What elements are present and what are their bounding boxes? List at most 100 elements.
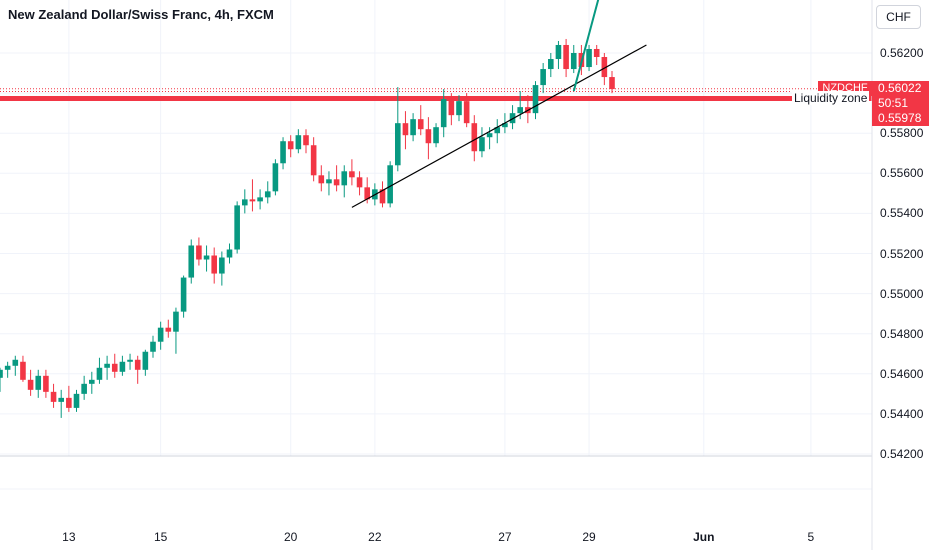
x-tick-label: 20: [284, 530, 298, 544]
candle: [211, 247, 217, 284]
candle: [318, 165, 325, 192]
candle-body: [395, 123, 401, 166]
candle: [532, 81, 539, 120]
liquidity-zone-band: [0, 96, 872, 101]
candle: [425, 117, 432, 160]
candle: [563, 38, 569, 78]
last-price-tag: 0.56022 50:51: [872, 81, 929, 112]
candle-body: [173, 311, 179, 332]
candle-body: [66, 397, 72, 408]
candle-body: [517, 107, 523, 114]
candle-body: [127, 359, 133, 362]
candle-body: [570, 53, 577, 70]
candle-body: [219, 257, 225, 274]
candle-body: [165, 327, 172, 332]
candle-body: [601, 57, 608, 78]
x-tick-label: 27: [498, 530, 512, 544]
candle: [142, 349, 149, 376]
currency-button[interactable]: CHF: [876, 5, 921, 29]
candle: [257, 189, 263, 210]
candle-body: [364, 187, 370, 200]
candle-body: [548, 59, 554, 70]
candle: [479, 127, 485, 158]
zone-price-tag: 0.55978: [872, 111, 929, 126]
y-tick-label: 0.54600: [880, 366, 924, 381]
candle-body: [134, 359, 141, 370]
candle: [20, 355, 26, 382]
candle: [417, 105, 424, 136]
candle-body: [555, 44, 562, 60]
candle: [50, 383, 57, 408]
grid: [0, 0, 872, 490]
candle-body: [27, 379, 34, 390]
candle: [111, 353, 118, 378]
candle: [341, 165, 348, 198]
candle-body: [20, 361, 26, 380]
y-tick-label: 0.56200: [880, 46, 924, 60]
candle: [242, 189, 248, 214]
candle: [89, 371, 95, 394]
x-tick-label: 15: [153, 530, 168, 544]
candle: [43, 369, 49, 398]
y-tick-label: 0.54800: [880, 326, 924, 341]
candle: [104, 355, 110, 380]
candle: [35, 369, 42, 398]
candle-body: [318, 175, 325, 184]
candle-body: [448, 99, 455, 116]
candle-body: [73, 393, 80, 408]
candle: [280, 137, 286, 170]
candle-body: [402, 123, 409, 136]
candle-body: [12, 359, 19, 366]
candle: [356, 171, 363, 196]
candle-body: [502, 123, 508, 128]
candle-body: [593, 48, 600, 58]
y-tick-label: 0.54200: [880, 447, 924, 461]
candle: [287, 135, 294, 158]
candle: [609, 71, 615, 94]
candle-body: [242, 199, 248, 206]
candle-body: [257, 197, 263, 202]
candle: [219, 251, 225, 286]
y-tick-label: 0.55400: [880, 206, 924, 221]
candle-body: [341, 171, 348, 186]
candle: [150, 335, 156, 358]
y-tick-label: 0.55800: [880, 126, 924, 141]
candle: [586, 44, 592, 72]
candle-body: [50, 391, 57, 402]
candle-body: [609, 77, 615, 90]
candle-body: [349, 171, 355, 178]
candle: [433, 123, 439, 148]
candle: [119, 355, 126, 376]
candle: [264, 181, 271, 204]
candle-body: [58, 397, 64, 402]
candle-body: [280, 141, 286, 164]
candle-body: [387, 165, 393, 204]
candle: [96, 357, 103, 384]
candle-body: [249, 199, 256, 202]
candle-body: [111, 363, 118, 372]
candle-body: [532, 85, 539, 114]
candle-body: [104, 363, 110, 368]
candle-body: [157, 327, 164, 342]
candle: [463, 93, 470, 128]
candle-body: [203, 255, 210, 260]
candle-body: [96, 367, 103, 380]
candle: [73, 389, 80, 412]
candle-body: [333, 179, 340, 186]
candle-body: [211, 255, 217, 274]
candle: [66, 385, 72, 412]
y-tick-label: 0.55200: [880, 246, 924, 261]
candle: [295, 129, 302, 154]
candle-body: [471, 123, 478, 152]
candle: [387, 161, 393, 208]
candle-body: [295, 135, 302, 150]
candle-body: [264, 191, 271, 198]
last-price-value: 0.56022: [878, 81, 922, 95]
candle-body: [456, 101, 462, 116]
candle-body: [326, 179, 332, 184]
candle: [188, 239, 195, 284]
candle: [203, 245, 210, 272]
candle: [310, 137, 317, 182]
x-tick-label: 5: [807, 530, 815, 544]
